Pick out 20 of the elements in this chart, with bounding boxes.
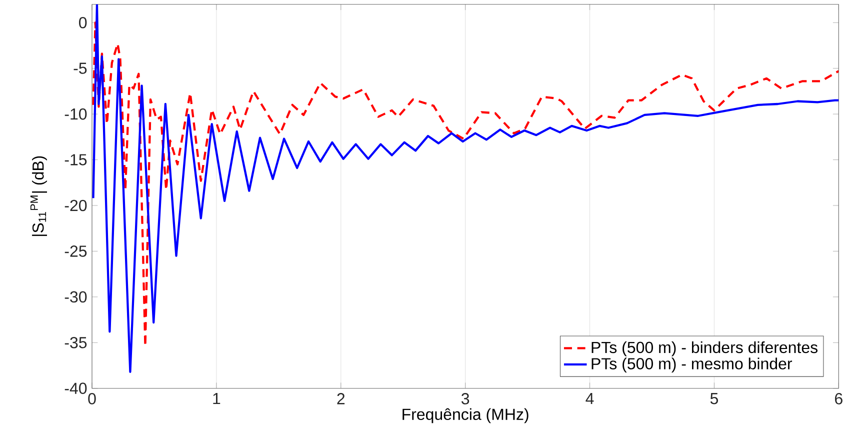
y-tick-label: -5 (74, 62, 87, 74)
y-tick-label: -15 (64, 154, 87, 166)
y-tick-label: -20 (64, 200, 87, 212)
x-tick-label: 2 (337, 393, 345, 404)
legend-label: PTs (500 m) - mesmo binder (592, 358, 792, 373)
y-axis-title: |S$_{11}$$^{PM}$| (dB) (30, 156, 48, 236)
x-tick-label: 6 (835, 393, 842, 404)
y-tick-label: 0 (79, 16, 87, 28)
y-tick-label: -25 (64, 246, 87, 257)
x-tick-label: 0 (88, 393, 96, 404)
y-tick-label: -40 (64, 382, 87, 394)
y-tick-label: -35 (64, 336, 87, 348)
legend-label: PTs (500 m) - binders diferentes (592, 341, 818, 356)
x-tick-label: 3 (461, 393, 470, 404)
x-axis-title: Frequência (MHz) (402, 408, 528, 424)
x-tick-label: 5 (710, 393, 718, 404)
y-tick-label: -10 (64, 108, 87, 120)
y-tick-label: -30 (64, 291, 87, 303)
x-tick-label: 4 (586, 393, 594, 404)
x-tick-label: 1 (213, 393, 220, 404)
